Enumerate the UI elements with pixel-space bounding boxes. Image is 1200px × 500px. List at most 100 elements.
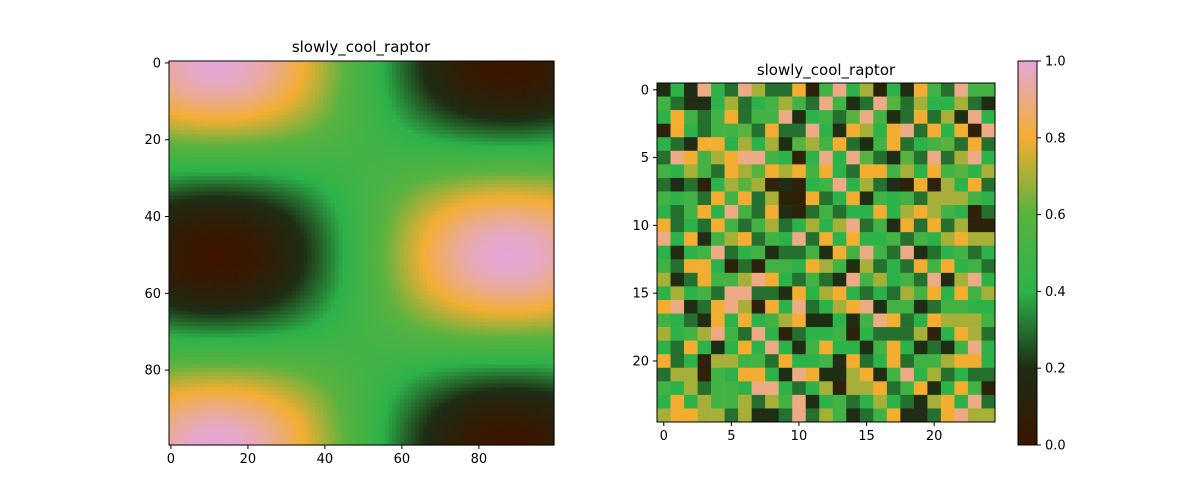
- heatmap-cell: [296, 145, 301, 150]
- heatmap-cell: [257, 61, 262, 66]
- heatmap-cell: [292, 149, 297, 154]
- heatmap-cell: [315, 191, 320, 196]
- heatmap-cell: [453, 218, 459, 223]
- heatmap-cell: [407, 91, 413, 97]
- heatmap-cell: [246, 76, 251, 81]
- heatmap-cell: [296, 91, 301, 97]
- heatmap-cell: [330, 157, 336, 162]
- heatmap-cell: [253, 187, 259, 193]
- heatmap-cell: [423, 130, 428, 135]
- heatmap-cell: [450, 64, 455, 70]
- heatmap-cell: [265, 226, 270, 231]
- heatmap-cell: [503, 61, 509, 66]
- heatmap-cell: [450, 210, 455, 216]
- heatmap-cell: [261, 114, 266, 120]
- heatmap-cell: [276, 245, 282, 250]
- heatmap-cell: [280, 87, 286, 93]
- heatmap-cell: [365, 64, 370, 70]
- heatmap-cell: [453, 199, 459, 204]
- heatmap-cell: [503, 233, 509, 239]
- heatmap-cell: [346, 157, 351, 162]
- heatmap-cell: [288, 229, 293, 235]
- heatmap-cell: [230, 199, 236, 204]
- heatmap-cell: [207, 229, 212, 235]
- heatmap-cell: [172, 145, 178, 150]
- heatmap-cell: [534, 130, 540, 135]
- heatmap-cell: [265, 245, 270, 250]
- heatmap-cell: [488, 114, 493, 120]
- heatmap-cell: [446, 214, 451, 220]
- heatmap-cell: [172, 133, 178, 139]
- heatmap-cell: [346, 206, 351, 212]
- heatmap-cell: [334, 114, 339, 120]
- heatmap-cell: [400, 241, 405, 246]
- heatmap-cell: [511, 203, 517, 208]
- heatmap-cell: [523, 206, 528, 212]
- heatmap-cell: [338, 72, 343, 77]
- heatmap-cell: [346, 218, 351, 223]
- heatmap-cell: [299, 84, 305, 89]
- heatmap-cell: [261, 95, 266, 100]
- heatmap-cell: [434, 206, 440, 212]
- heatmap-cell: [515, 68, 520, 74]
- heatmap-cell: [469, 229, 474, 235]
- heatmap-cell: [203, 180, 209, 185]
- heatmap-cell: [515, 183, 520, 189]
- heatmap-cell: [530, 99, 536, 104]
- heatmap-cell: [353, 249, 359, 254]
- heatmap-cell: [392, 99, 397, 104]
- heatmap-cell: [180, 187, 185, 193]
- heatmap-cell: [319, 133, 324, 139]
- heatmap-cell: [415, 137, 420, 143]
- heatmap-cell: [511, 226, 517, 231]
- heatmap-cell: [538, 87, 544, 93]
- heatmap-cell: [269, 245, 274, 250]
- heatmap-cell: [280, 114, 286, 120]
- heatmap-cell: [257, 103, 262, 108]
- heatmap-cell: [342, 126, 347, 131]
- heatmap-cell: [203, 206, 209, 212]
- heatmap-cell: [307, 103, 313, 108]
- heatmap-cell: [288, 206, 293, 212]
- heatmap-cell: [323, 137, 328, 143]
- heatmap-cell: [446, 172, 451, 177]
- heatmap-cell: [538, 164, 544, 170]
- heatmap-cell: [457, 195, 463, 200]
- heatmap-cell: [527, 80, 532, 85]
- heatmap-cell: [461, 145, 467, 150]
- heatmap-cell: [484, 233, 490, 239]
- heatmap-cell: [349, 245, 355, 250]
- heatmap-cell: [323, 226, 328, 231]
- heatmap-cell: [234, 241, 239, 246]
- heatmap-cell: [342, 183, 347, 189]
- heatmap-cell: [380, 172, 386, 177]
- heatmap-cell: [249, 130, 255, 135]
- heatmap-cell: [207, 72, 212, 77]
- heatmap-cell: [199, 176, 205, 181]
- heatmap-cell: [388, 153, 393, 158]
- heatmap-cell: [334, 203, 339, 208]
- heatmap-cell: [303, 103, 309, 108]
- heatmap-cell: [357, 245, 363, 250]
- heatmap-cell: [480, 249, 486, 254]
- heatmap-cell: [169, 133, 174, 139]
- heatmap-cell: [226, 214, 232, 220]
- heatmap-cell: [407, 206, 413, 212]
- heatmap-cell: [284, 226, 289, 231]
- heatmap-cell: [249, 187, 255, 193]
- heatmap-cell: [426, 153, 432, 158]
- heatmap-cell: [534, 237, 540, 243]
- heatmap-cell: [546, 64, 551, 70]
- heatmap-cell: [446, 222, 451, 227]
- heatmap-cell: [269, 80, 274, 85]
- heatmap-cell: [288, 168, 293, 173]
- heatmap-cell: [246, 164, 251, 170]
- heatmap-cell: [519, 130, 524, 135]
- heatmap-cell: [276, 233, 282, 239]
- heatmap-cell: [465, 187, 470, 193]
- heatmap-cell: [388, 176, 393, 181]
- heatmap-cell: [330, 199, 336, 204]
- heatmap-cell: [242, 107, 247, 112]
- heatmap-cell: [342, 95, 347, 100]
- heatmap-cell: [461, 84, 467, 89]
